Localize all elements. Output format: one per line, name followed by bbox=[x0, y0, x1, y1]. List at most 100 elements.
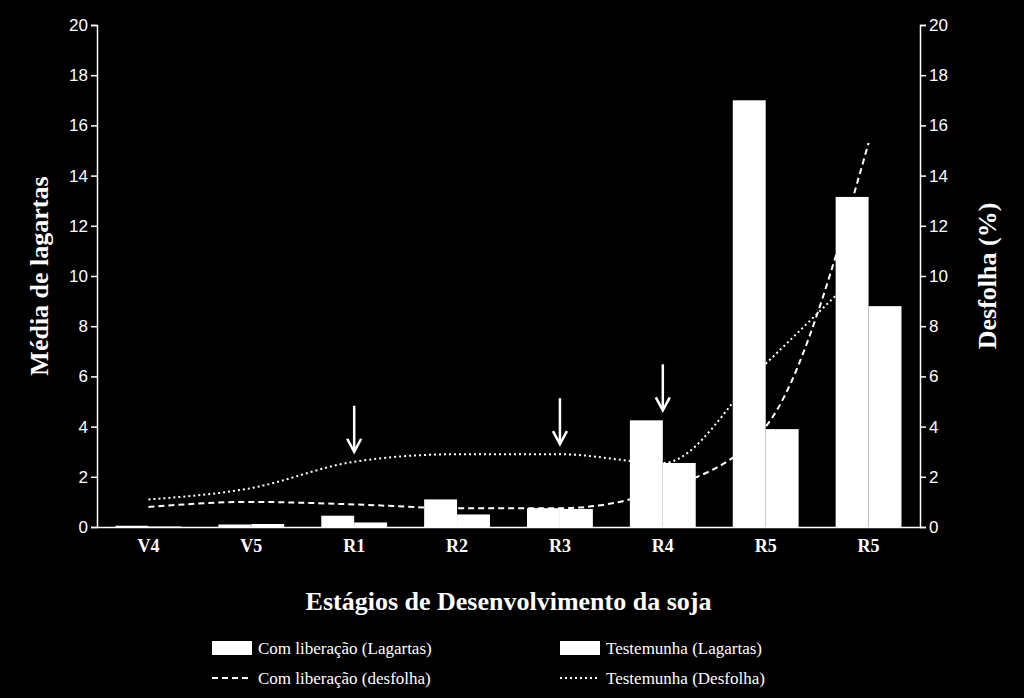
arrow bbox=[347, 406, 361, 452]
tick-label: R3 bbox=[549, 536, 571, 556]
bar bbox=[766, 429, 799, 527]
tick: R1 bbox=[343, 527, 365, 556]
tick: V4 bbox=[137, 527, 159, 556]
tick-mark bbox=[920, 226, 926, 228]
line bbox=[148, 143, 868, 508]
tick: 2 bbox=[79, 468, 97, 487]
tick: 10 bbox=[69, 267, 97, 286]
bar bbox=[354, 522, 387, 527]
tick: R5 bbox=[858, 527, 880, 556]
tick: 4 bbox=[920, 418, 938, 437]
bar bbox=[630, 420, 663, 527]
tick-mark bbox=[91, 376, 97, 378]
legend-item: Com liberação (Lagartas) bbox=[212, 639, 432, 658]
tick-label: 18 bbox=[69, 66, 88, 85]
bar bbox=[527, 508, 560, 527]
legend-swatch bbox=[212, 677, 252, 679]
tick-mark bbox=[91, 175, 97, 177]
tick-label: 12 bbox=[69, 217, 88, 236]
axis-title: Estágios de Desenvolvimento da soja bbox=[306, 587, 712, 616]
tick: 14 bbox=[920, 167, 948, 186]
tick: 18 bbox=[69, 66, 97, 85]
tick-label: 6 bbox=[929, 367, 938, 386]
axis-line bbox=[98, 527, 921, 529]
tick-label: 20 bbox=[929, 16, 948, 35]
tick-label: 0 bbox=[929, 518, 938, 537]
bar bbox=[457, 514, 490, 527]
tick: 0 bbox=[79, 518, 97, 537]
bar bbox=[869, 306, 902, 527]
tick-label: R4 bbox=[652, 536, 674, 556]
axis-line bbox=[921, 26, 927, 528]
legend-swatch bbox=[560, 677, 600, 679]
tick-label: R2 bbox=[446, 536, 468, 556]
bar bbox=[218, 524, 251, 527]
tick: 16 bbox=[920, 116, 948, 135]
plot-area bbox=[116, 100, 902, 527]
tick: 16 bbox=[69, 116, 97, 135]
tick-mark bbox=[920, 125, 926, 127]
bar bbox=[251, 524, 284, 527]
tick-mark bbox=[91, 25, 97, 27]
tick: R3 bbox=[549, 527, 571, 556]
tick: R2 bbox=[446, 527, 468, 556]
arrow bbox=[656, 364, 670, 410]
tick-label: 14 bbox=[929, 167, 948, 186]
tick-mark bbox=[920, 276, 926, 278]
bar bbox=[424, 499, 457, 527]
arrow bbox=[553, 398, 567, 444]
tick-label: R1 bbox=[343, 536, 365, 556]
tick-label: V4 bbox=[137, 536, 159, 556]
tick: 8 bbox=[79, 317, 97, 336]
tick-mark bbox=[920, 376, 926, 378]
tick: 0 bbox=[920, 518, 938, 537]
tick-label: 10 bbox=[929, 267, 948, 286]
bar bbox=[733, 100, 766, 527]
tick-label: 8 bbox=[929, 317, 938, 336]
background bbox=[0, 0, 1024, 698]
bar-series bbox=[148, 306, 901, 527]
bar bbox=[560, 509, 593, 527]
tick-label: 2 bbox=[929, 468, 938, 487]
tick: 12 bbox=[920, 217, 948, 236]
chart: 0246810121416182002468101214161820V4V5R1… bbox=[0, 0, 1024, 698]
tick-mark bbox=[920, 75, 926, 77]
arrow-head bbox=[656, 397, 670, 410]
axis-line bbox=[91, 26, 98, 528]
tick-mark bbox=[91, 276, 97, 278]
tick: 20 bbox=[69, 16, 97, 35]
legend-label: Com liberação (Lagartas) bbox=[258, 639, 432, 658]
bar bbox=[836, 197, 869, 527]
tick: 6 bbox=[79, 367, 97, 386]
tick-label: 12 bbox=[929, 217, 948, 236]
line bbox=[148, 263, 868, 499]
y-axis: 0 2 4 6 8 10 12 14 16 18 20 bbox=[69, 16, 97, 537]
tick-mark bbox=[920, 326, 926, 328]
tick-label: 16 bbox=[929, 116, 948, 135]
legend-label: Testemunha (Lagartas) bbox=[606, 639, 762, 658]
tick-label: 6 bbox=[79, 367, 88, 386]
tick-label: 4 bbox=[929, 418, 938, 437]
tick-mark bbox=[920, 527, 926, 529]
tick: 6 bbox=[920, 367, 938, 386]
tick-label: 18 bbox=[929, 66, 948, 85]
tick: R5 bbox=[755, 527, 777, 556]
legend-swatch bbox=[212, 641, 252, 655]
tick-label: 14 bbox=[69, 167, 88, 186]
legend-item: Com liberação (desfolha) bbox=[212, 669, 431, 688]
y2-axis: 0 2 4 6 8 10 12 14 16 18 20 bbox=[920, 16, 948, 537]
tick-label: 4 bbox=[79, 418, 88, 437]
tick: 2 bbox=[920, 468, 938, 487]
tick: 20 bbox=[920, 16, 948, 35]
tick-label: 20 bbox=[69, 16, 88, 35]
tick-mark bbox=[91, 426, 97, 428]
bar-series bbox=[116, 100, 869, 527]
legend-item: Testemunha (Desfolha) bbox=[560, 669, 765, 688]
tick: 12 bbox=[69, 217, 97, 236]
legend-label: Testemunha (Desfolha) bbox=[606, 669, 765, 688]
arrow-head bbox=[553, 431, 567, 444]
axis-title: Desfolha (%) bbox=[973, 203, 1002, 350]
tick: 18 bbox=[920, 66, 948, 85]
tick-mark bbox=[920, 25, 926, 27]
tick-label: R5 bbox=[755, 536, 777, 556]
